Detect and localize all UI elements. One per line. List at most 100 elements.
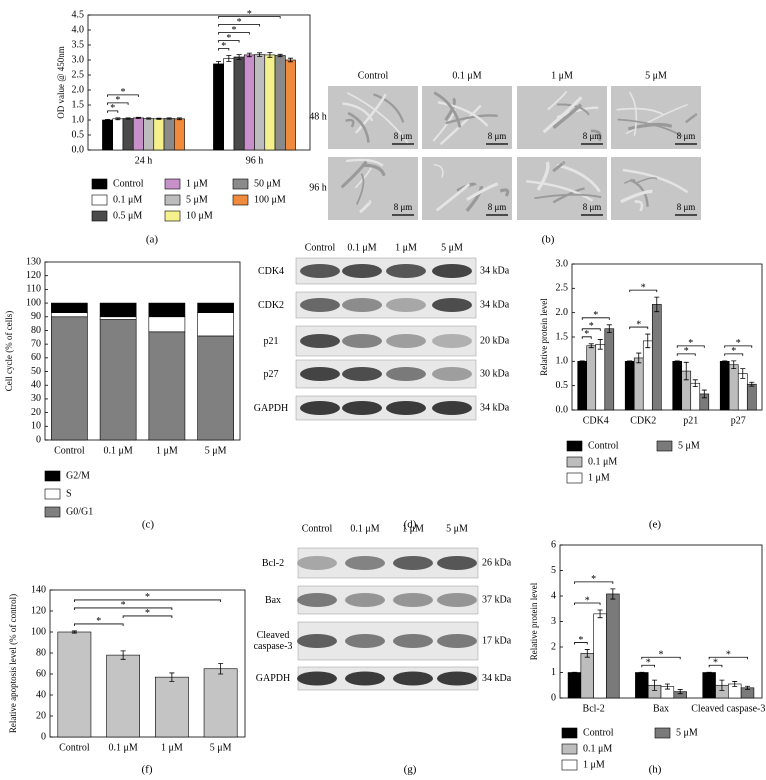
x-tick-label: 1 μM	[161, 742, 183, 753]
blot-band	[432, 264, 472, 278]
cell-shape	[624, 179, 636, 184]
blot-column-label: 5 μM	[441, 242, 463, 253]
significance-bracket	[73, 607, 173, 610]
blot-column-label: 1 μM	[395, 242, 417, 253]
x-tick-label: 0.1 μM	[108, 742, 137, 753]
panel-label: (g)	[404, 764, 417, 776]
x-tick-label: 0.1 μM	[103, 445, 132, 456]
cell-shape	[433, 91, 462, 128]
legend-swatch	[561, 727, 578, 739]
error-bar	[701, 389, 707, 399]
legend-swatch	[566, 472, 583, 484]
error-bar	[135, 116, 141, 119]
y-tick-label: 0.5	[556, 380, 569, 391]
blot-band	[297, 593, 337, 607]
significance-bracket	[122, 615, 173, 618]
y-tick-label: 20	[36, 710, 46, 721]
error-bar	[692, 379, 698, 388]
legend-swatch	[656, 440, 673, 452]
significance-bracket	[107, 94, 139, 97]
legend-label: G0/G1	[66, 506, 93, 517]
significance-bracket	[581, 317, 610, 320]
cell-shape	[340, 160, 368, 189]
y-tick-label: 50	[31, 366, 41, 377]
cell-shape	[526, 180, 594, 202]
blot-band	[432, 334, 472, 348]
significance-label: *	[684, 346, 689, 357]
blot-band	[386, 367, 426, 381]
bar	[577, 361, 588, 411]
error-bar	[597, 609, 603, 619]
y-tick-label: 0.0	[72, 144, 85, 155]
cell-shape	[547, 90, 568, 111]
bar-segment	[197, 335, 234, 441]
error-bar	[236, 54, 242, 60]
error-bar	[597, 339, 603, 350]
micrograph-row-label: 96 h	[309, 182, 327, 193]
significance-label: *	[247, 9, 252, 20]
scale-bar-label: 8 μm	[583, 202, 602, 212]
blot-band	[437, 634, 477, 648]
blot-band	[300, 401, 340, 415]
blot-row-label: p21	[263, 335, 279, 347]
blot-row-label: CDK4	[257, 265, 285, 277]
blot-size-label: 26 kDa	[482, 557, 512, 568]
cell-shape	[361, 163, 386, 177]
legend-label: 0.1 μM	[583, 743, 612, 754]
scale-bar-label: 8 μm	[677, 202, 696, 212]
bar	[57, 631, 92, 738]
significance-label: *	[646, 658, 651, 669]
bar-segment	[197, 302, 234, 313]
micrograph	[611, 86, 701, 149]
significance-bracket	[218, 48, 230, 51]
bar	[651, 304, 662, 411]
error-bar	[226, 55, 232, 62]
y-tick-label: 0.0	[556, 404, 569, 415]
legend-swatch	[44, 470, 61, 482]
y-tick-label: 100	[26, 297, 41, 308]
bar-segment	[99, 316, 137, 320]
legend-swatch	[164, 194, 181, 206]
significance-bracket	[574, 642, 588, 645]
blot-band	[432, 401, 472, 415]
significance-label: *	[591, 574, 596, 585]
significance-label: *	[121, 600, 126, 611]
blot-band	[437, 671, 477, 686]
bar	[606, 593, 620, 699]
error-bar	[706, 671, 712, 674]
bar	[642, 340, 653, 411]
bar	[143, 118, 155, 151]
blot-row-label: GAPDH	[253, 402, 289, 414]
error-bar	[277, 53, 283, 58]
error-bar	[749, 381, 755, 387]
bar	[203, 668, 238, 738]
bar	[728, 364, 739, 411]
y-tick-label: 2.0	[72, 84, 85, 95]
significance-label: *	[96, 616, 101, 627]
y-tick-label: 3	[551, 616, 556, 627]
significance-bracket	[218, 24, 261, 27]
micrograph-row-label: 48 h	[309, 111, 327, 122]
bar-segment	[148, 331, 186, 441]
significance-label: *	[641, 282, 646, 293]
bar	[702, 672, 716, 699]
micrograph-column-label: 5 μM	[645, 70, 667, 81]
y-tick-label: 110	[26, 284, 41, 295]
legend-swatch	[91, 178, 108, 190]
cell-shape	[634, 200, 644, 212]
blot-band	[297, 634, 337, 648]
cell-shape	[556, 163, 601, 193]
bar	[690, 382, 701, 411]
error-bar	[588, 343, 594, 349]
significance-label: *	[736, 338, 741, 349]
blot-band	[297, 671, 337, 686]
significance-label: *	[145, 608, 150, 619]
significance-bracket	[581, 336, 592, 339]
y-tick-label: 0	[551, 692, 556, 703]
blot-size-label: 34 kDa	[480, 402, 510, 413]
significance-bracket	[574, 602, 601, 606]
bar-segment	[99, 302, 137, 318]
blot-band	[386, 334, 426, 348]
cell-shape	[437, 101, 489, 127]
